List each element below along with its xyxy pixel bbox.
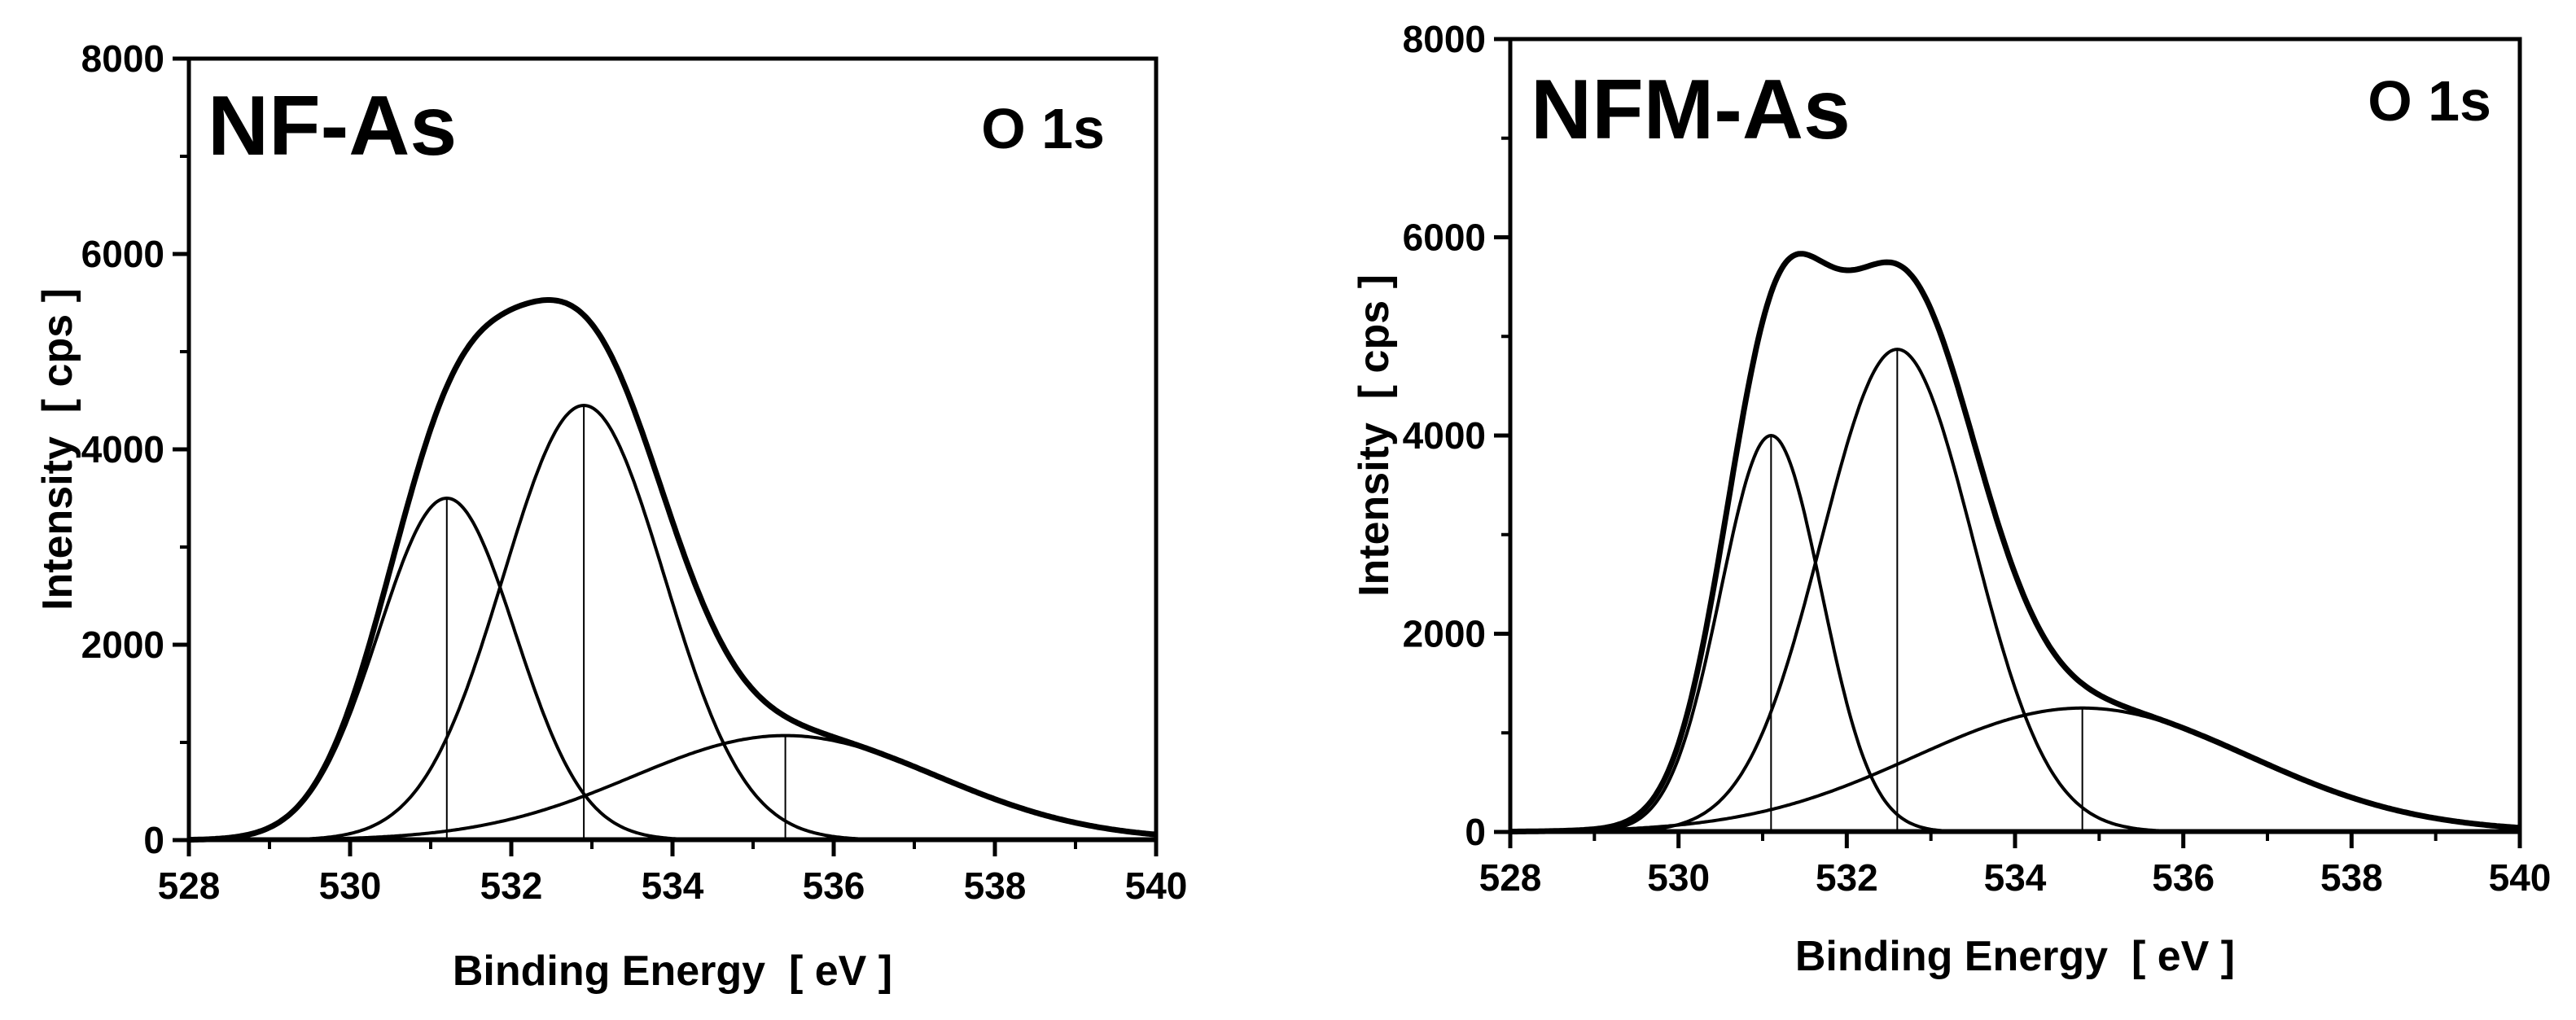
chart-panel-nf-as: 528 530 532 534 536 538 540 0 2000 4000 6000 8000 N… — [34, 37, 1187, 995]
chart-panel-nfm-as: 528 530 532 534 536 538 540 0 2000 4000 6000 8000 N… — [1351, 18, 2551, 980]
x-tick-label: 538 — [2320, 856, 2383, 899]
x-tick-label: 528 — [1479, 856, 1542, 899]
y-tick-label: 6000 — [1403, 217, 1486, 259]
x-tick-label: 532 — [480, 865, 543, 907]
x-tick-label: 534 — [642, 865, 704, 907]
x-tick-label: 540 — [2489, 856, 2552, 899]
sample-label: NFM-As — [1531, 63, 1851, 157]
y-tick-label: 2000 — [81, 624, 164, 666]
x-axis-title: Binding Energy [ eV ] — [453, 948, 892, 995]
y-tick-label: 2000 — [1403, 613, 1486, 655]
x-tick-label: 540 — [1125, 865, 1188, 907]
x-tick-label: 536 — [803, 865, 865, 907]
x-axis-title: Binding Energy [ eV ] — [1795, 933, 2235, 980]
envelope-curve — [1510, 251, 2521, 834]
x-tick-label: 530 — [1647, 856, 1710, 899]
y-tick-label: 4000 — [81, 428, 164, 471]
y-tick-label: 0 — [143, 819, 164, 861]
axis-ticks: 528 530 532 534 536 538 540 0 2000 4000 6000 8000 — [81, 37, 1188, 907]
y-tick-label: 0 — [1465, 811, 1486, 853]
y-tick-label: 8000 — [1403, 18, 1486, 60]
y-tick-label: 6000 — [81, 233, 164, 275]
y-axis-title: Intensity [ cps ] — [1351, 274, 1398, 597]
axis-ticks: 528 530 532 534 536 538 540 0 2000 4000 6000 8000 — [1403, 18, 2552, 899]
x-tick-label: 538 — [964, 865, 1027, 907]
x-tick-label: 532 — [1816, 856, 1878, 899]
y-tick-label: 4000 — [1403, 414, 1486, 457]
x-tick-label: 536 — [2152, 856, 2215, 899]
region-label: O 1s — [981, 97, 1105, 160]
x-tick-label: 534 — [1984, 856, 2047, 899]
x-tick-label: 528 — [158, 865, 221, 907]
region-label: O 1s — [2368, 69, 2491, 133]
x-tick-label: 530 — [319, 865, 382, 907]
envelope-curve — [188, 297, 1157, 843]
sample-label: NF-As — [208, 79, 457, 173]
y-tick-label: 8000 — [81, 37, 164, 80]
y-axis-title: Intensity [ cps ] — [34, 288, 81, 611]
